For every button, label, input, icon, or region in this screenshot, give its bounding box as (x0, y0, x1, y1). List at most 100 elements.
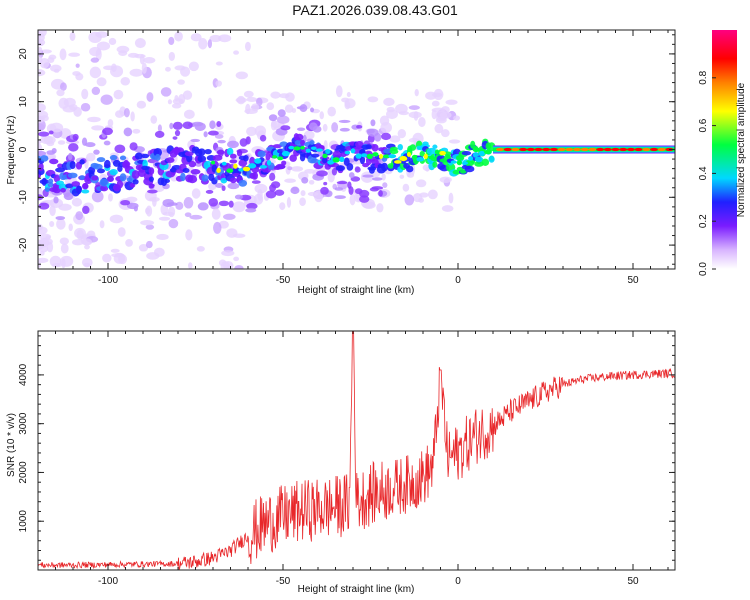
heatmap-cell (169, 122, 174, 130)
heatmap-cell (47, 181, 54, 188)
heatmap-cell (153, 147, 162, 157)
heatmap-cell (428, 155, 435, 160)
heatmap-cell (221, 161, 227, 166)
heatmap-cell (270, 91, 281, 99)
heatmap-cell (299, 197, 306, 206)
heatmap-cell (79, 159, 85, 165)
heatmap-cell (38, 116, 45, 124)
heatmap-cell (120, 199, 131, 206)
heatmap-cell (110, 248, 120, 253)
heatmap-cell (136, 100, 147, 109)
heatmap-cell (209, 120, 216, 130)
heatmap-cell (411, 154, 418, 161)
heatmap-cell (57, 163, 63, 169)
heatmap-cell (109, 214, 124, 224)
heatmap-cell (432, 144, 438, 149)
heatmap-cell (389, 149, 399, 155)
heatmap-cell (211, 208, 221, 220)
heatmap-cell (156, 233, 169, 241)
heatmap-cell (38, 257, 49, 263)
heatmap-cell (439, 176, 452, 183)
heatmap-cell (432, 161, 438, 168)
heatmap-cell (435, 110, 448, 122)
heatmap-cell (290, 186, 300, 195)
heatmap-cell (226, 228, 238, 238)
heatmap-cell (40, 49, 52, 54)
heatmap-cell (129, 142, 138, 151)
heatmap-cell (265, 152, 271, 161)
heatmap-cell (277, 156, 284, 161)
colorbar-tick-label: 0.4 (698, 166, 709, 180)
heatmap-cell (386, 109, 398, 120)
heatmap-cell (190, 138, 201, 143)
heatmap-cell (238, 179, 248, 187)
heatmap-cell (81, 189, 90, 194)
heatmap-cell (53, 196, 59, 204)
heatmap-cell (183, 109, 195, 120)
x-tick-label: 50 (627, 576, 639, 587)
heatmap-cell (474, 161, 484, 167)
spectrogram-heatmap (38, 30, 675, 269)
heatmap-cell (96, 77, 107, 87)
colorbar-ticks: 0.0 0.2 0.4 0.6 0.8 (698, 70, 716, 276)
heatmap-cell (427, 189, 438, 200)
heatmap-cell (236, 149, 243, 157)
heatmap-cell (141, 153, 150, 159)
heatmap-cell (68, 52, 81, 57)
heatmap-cell (405, 165, 414, 173)
heatmap-cell (40, 237, 53, 246)
heatmap-cell (38, 69, 46, 77)
heatmap-cell (441, 129, 450, 138)
heatmap-cell (63, 192, 74, 201)
heatmap-cell (359, 155, 366, 165)
heatmap-cell (49, 205, 56, 217)
heatmap-cell (168, 36, 175, 46)
heatmap-cell (117, 227, 126, 237)
snr-series-line (38, 331, 675, 570)
heatmap-cell (289, 154, 297, 162)
heatmap-cell (138, 244, 149, 252)
heatmap-cell (182, 121, 193, 130)
heatmap-cell (549, 147, 558, 152)
heatmap-cell (243, 154, 249, 162)
heatmap-cell (259, 134, 267, 142)
x-tick-label: -50 (276, 576, 291, 587)
heatmap-cell (470, 140, 476, 149)
heatmap-cell (406, 152, 412, 157)
heatmap-cell (158, 216, 171, 221)
heatmap-cell (216, 120, 222, 127)
heatmap-cell (108, 193, 113, 202)
heatmap-cell (55, 216, 66, 221)
heatmap-cell (642, 147, 651, 152)
heatmap-cell (48, 130, 54, 135)
heatmap-cell (468, 156, 474, 161)
heatmap-cell (399, 156, 408, 162)
heatmap-cell (245, 208, 257, 213)
heatmap-cell (51, 147, 57, 154)
heatmap-cell (207, 130, 219, 136)
heatmap-cell (38, 223, 43, 231)
heatmap-cell (350, 148, 356, 154)
heatmap-cell (84, 142, 96, 148)
heatmap-cell (300, 190, 306, 197)
heatmap-cell (238, 168, 244, 172)
heatmap-cell (246, 126, 257, 137)
heatmap-cell (256, 97, 263, 107)
heatmap-cell (439, 150, 446, 156)
heatmap-cell (235, 71, 248, 80)
heatmap-cell (542, 147, 551, 152)
heatmap-cell (148, 176, 154, 182)
heatmap-cell (316, 170, 328, 177)
heatmap-cell (484, 150, 491, 154)
colorbar-tick-label: 0.2 (698, 214, 709, 228)
heatmap-cell (296, 106, 305, 110)
heatmap-cell (106, 175, 115, 182)
heatmap-cell (182, 167, 190, 173)
heatmap-cell (603, 147, 612, 152)
heatmap-cell (348, 186, 354, 195)
heatmap-cell (145, 224, 155, 230)
heatmap-cell (254, 158, 262, 164)
heatmap-cell (229, 153, 237, 159)
